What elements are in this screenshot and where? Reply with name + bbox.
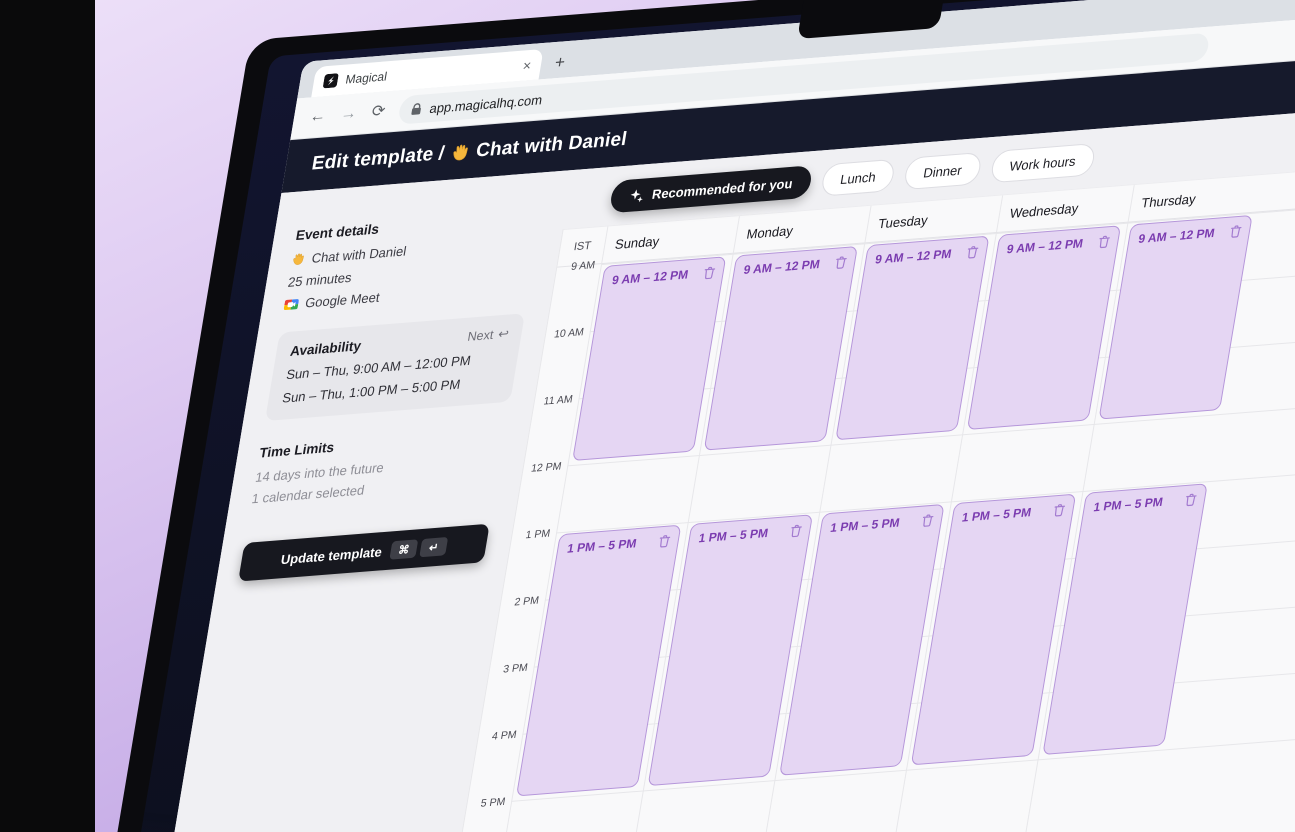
- event-time-label: 9 AM – 12 PM: [874, 246, 953, 267]
- conferencing-row: Google Meet: [283, 278, 531, 313]
- availability-event[interactable]: 1 PM – 5 PM: [910, 493, 1077, 766]
- event-time-label: 9 AM – 12 PM: [1137, 225, 1216, 247]
- availability-event[interactable]: 9 AM – 12 PM: [966, 225, 1122, 430]
- delete-event-button[interactable]: [788, 523, 803, 538]
- update-template-label: Update template: [279, 543, 384, 567]
- command-key-icon: ⌘: [389, 539, 419, 560]
- browser-tabstrip: Magical × +: [297, 0, 1295, 99]
- delete-event-button[interactable]: [920, 513, 935, 528]
- day-column-tuesday: 9 AM – 12 PM 1 PM – 5 PM: [758, 233, 996, 832]
- app-header: Edit template / Chat with Daniel: [281, 3, 1295, 194]
- update-template-button[interactable]: Update template ⌘ ↵: [238, 523, 490, 582]
- favicon-magical-icon: [323, 73, 339, 89]
- browser-tab-magical[interactable]: Magical ×: [311, 48, 544, 98]
- page-title-name: Chat with Daniel: [474, 128, 629, 162]
- hour-label: 5 PM: [479, 795, 507, 810]
- delete-event-button[interactable]: [1183, 492, 1198, 507]
- reload-icon[interactable]: ⟳: [370, 102, 387, 121]
- wave-hand-icon: [450, 143, 471, 163]
- event-name-row: Chat with Daniel: [291, 233, 539, 268]
- hour-label: 10 AM: [553, 326, 585, 341]
- calendar-panel: Recommended for you Lunch Dinner Work hours…: [450, 71, 1295, 832]
- delete-event-button[interactable]: [657, 533, 672, 548]
- day-column-thursday: 9 AM – 12 PM 1 PM – 5 PM: [1021, 212, 1260, 832]
- hour-label: 1 PM: [524, 527, 552, 542]
- availability-slots: Sun – Thu, 9:00 AM – 12:00 PM Sun – Thu, …: [281, 350, 505, 406]
- suggestion-pills: Recommended for you Lunch Dinner Work hours: [608, 71, 1295, 214]
- event-details-section: Event details Chat with Daniel 25 minute…: [283, 209, 542, 313]
- laptop-screen: Magical × + ← → ⟳ app.magicalhq.com: [69, 0, 1295, 832]
- availability-event[interactable]: 9 AM – 12 PM: [1098, 214, 1253, 420]
- next-label: Next: [466, 327, 495, 344]
- event-time-label: 9 AM – 12 PM: [610, 267, 690, 288]
- time-limits-section: Time Limits 14 days into the future 1 cal…: [251, 426, 506, 507]
- sparkles-icon: [628, 187, 646, 203]
- availability-card[interactable]: Next ↩ Availability Sun – Thu, 9:00 AM –…: [264, 313, 525, 422]
- app-body: Event details Chat with Daniel 25 minute…: [96, 56, 1295, 832]
- hour-label: 3 PM: [502, 661, 529, 676]
- time-limits-lines: 14 days into the future 1 calendar select…: [251, 450, 502, 507]
- google-meet-icon: [283, 296, 299, 311]
- event-name: Chat with Daniel: [310, 243, 408, 266]
- url-bar[interactable]: app.magicalhq.com: [397, 32, 1211, 125]
- availability-event[interactable]: 1 PM – 5 PM: [1042, 483, 1208, 756]
- calendar-body: 9 AM 10 AM 11 AM 12 PM 1 PM 2 PM 3 PM 4 PM 5 PM …: [452, 153, 1295, 832]
- availability-event[interactable]: 9 AM – 12 PM: [572, 256, 727, 462]
- page-title-prefix: Edit template /: [310, 142, 447, 175]
- filter-pill-lunch[interactable]: Lunch: [819, 158, 897, 197]
- lock-icon: [411, 103, 423, 116]
- delete-event-button[interactable]: [1228, 224, 1243, 239]
- day-column-monday: 9 AM – 12 PM 1 PM – 5 PM: [627, 243, 865, 832]
- week-calendar: IST Sunday Monday Tuesday Wednesday Thursday…: [450, 115, 1295, 832]
- browser-window: Magical × + ← → ⟳ app.magicalhq.com: [96, 0, 1295, 832]
- availability-event[interactable]: 1 PM – 5 PM: [515, 524, 682, 797]
- day-column-sunday: 9 AM – 12 PM 1 PM – 5 PM: [495, 253, 733, 832]
- shortcut-keycaps: ⌘ ↵: [389, 536, 449, 560]
- forward-icon[interactable]: →: [339, 104, 359, 124]
- template-sidebar: Event details Chat with Daniel 25 minute…: [238, 186, 546, 582]
- new-tab-button[interactable]: +: [553, 52, 567, 73]
- event-time-label: 1 PM – 5 PM: [960, 505, 1033, 525]
- event-time-label: 1 PM – 5 PM: [1092, 494, 1164, 515]
- delete-event-button[interactable]: [1096, 234, 1111, 249]
- magical-app: Edit template / Chat with Daniel Event d…: [96, 3, 1295, 832]
- hour-label: 2 PM: [513, 594, 540, 609]
- laptop-mockup: Magical × + ← → ⟳ app.magicalhq.com: [45, 0, 1295, 832]
- url-text: app.magicalhq.com: [428, 91, 544, 116]
- day-column-wednesday: 9 AM – 12 PM 1 PM – 5 PM: [890, 222, 1128, 832]
- tab-close-icon[interactable]: ×: [521, 56, 533, 74]
- delete-event-button[interactable]: [965, 244, 980, 259]
- return-arrow-icon: ↩: [497, 326, 510, 342]
- event-time-label: 9 AM – 12 PM: [742, 256, 821, 278]
- filter-pill-label: Recommended for you: [650, 175, 794, 202]
- filter-pill-dinner[interactable]: Dinner: [902, 151, 983, 191]
- hour-label: 4 PM: [490, 728, 518, 743]
- availability-event[interactable]: 9 AM – 12 PM: [835, 235, 990, 441]
- delete-event-button[interactable]: [1052, 502, 1067, 517]
- browser-toolbar: ← → ⟳ app.magicalhq.com: [290, 0, 1295, 141]
- filter-pill-recommended[interactable]: Recommended for you: [608, 165, 814, 214]
- hour-label: 11 AM: [542, 393, 574, 408]
- availability-event[interactable]: 1 PM – 5 PM: [779, 503, 945, 776]
- availability-event[interactable]: 9 AM – 12 PM: [703, 245, 858, 451]
- event-time-label: 1 PM – 5 PM: [829, 515, 901, 536]
- delete-event-button[interactable]: [833, 255, 848, 270]
- availability-event[interactable]: 1 PM – 5 PM: [647, 514, 814, 787]
- hour-label: 12 PM: [530, 460, 563, 475]
- hour-label: 9 AM: [570, 259, 597, 274]
- filter-pill-work-hours[interactable]: Work hours: [988, 142, 1097, 184]
- event-time-label: 9 AM – 12 PM: [1005, 236, 1085, 257]
- event-time-label: 1 PM – 5 PM: [566, 536, 638, 556]
- conferencing-label: Google Meet: [304, 289, 381, 311]
- delete-event-button[interactable]: [702, 265, 717, 280]
- back-icon[interactable]: ←: [308, 107, 328, 126]
- return-key-icon: ↵: [419, 536, 449, 558]
- event-time-label: 1 PM – 5 PM: [697, 525, 770, 546]
- wave-hand-icon: [291, 252, 306, 266]
